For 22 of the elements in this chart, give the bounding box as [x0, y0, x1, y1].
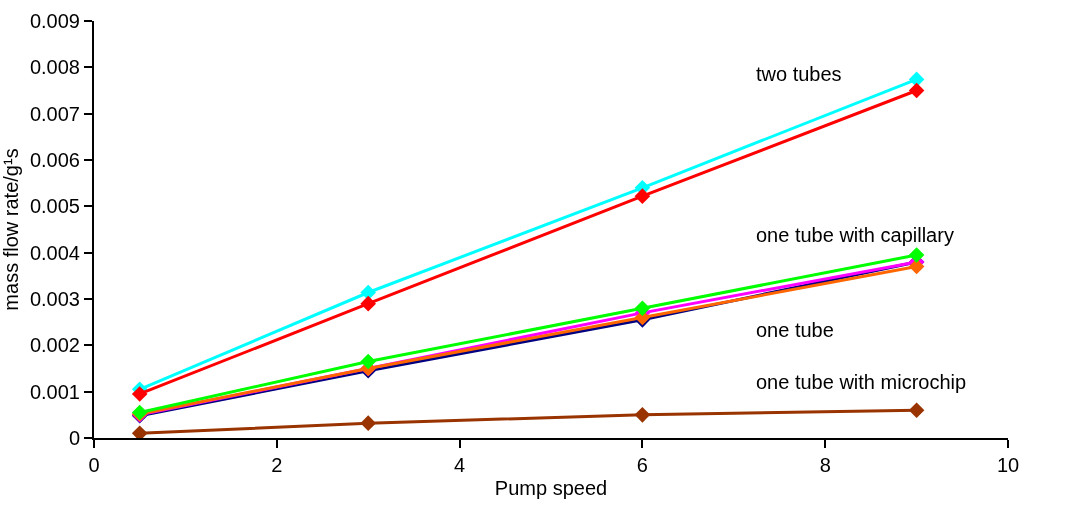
annotation: one tube — [756, 319, 834, 341]
annotation: one tube with microchip — [756, 371, 967, 393]
y-tick-label: 0.003 — [29, 288, 80, 310]
x-tick-label: 8 — [819, 454, 831, 476]
y-tick-label: 0.009 — [29, 10, 80, 32]
y-tick-label: 0.006 — [29, 149, 80, 171]
y-tick-label: 0.002 — [29, 334, 80, 357]
y-tick-label: 0 — [68, 427, 80, 449]
y-tick-label: 0.007 — [29, 102, 80, 125]
y-tick-label: 0.005 — [29, 195, 80, 218]
x-tick-label: 2 — [271, 454, 283, 476]
y-tick-label: 0.001 — [29, 380, 80, 403]
y-tick-label: 0.008 — [29, 56, 80, 79]
x-tick-label: 6 — [636, 454, 648, 476]
y-axis-title: mass flow rate/g¹s — [0, 148, 22, 311]
x-axis-title: Pump speed — [494, 477, 608, 499]
annotation: one tube with capillary — [756, 224, 954, 246]
x-tick-label: 0 — [88, 454, 100, 476]
x-tick-label: 10 — [996, 454, 1020, 476]
annotation: two tubes — [756, 63, 842, 85]
x-tick-label: 4 — [454, 454, 466, 476]
y-tick-label: 0.004 — [29, 241, 80, 264]
